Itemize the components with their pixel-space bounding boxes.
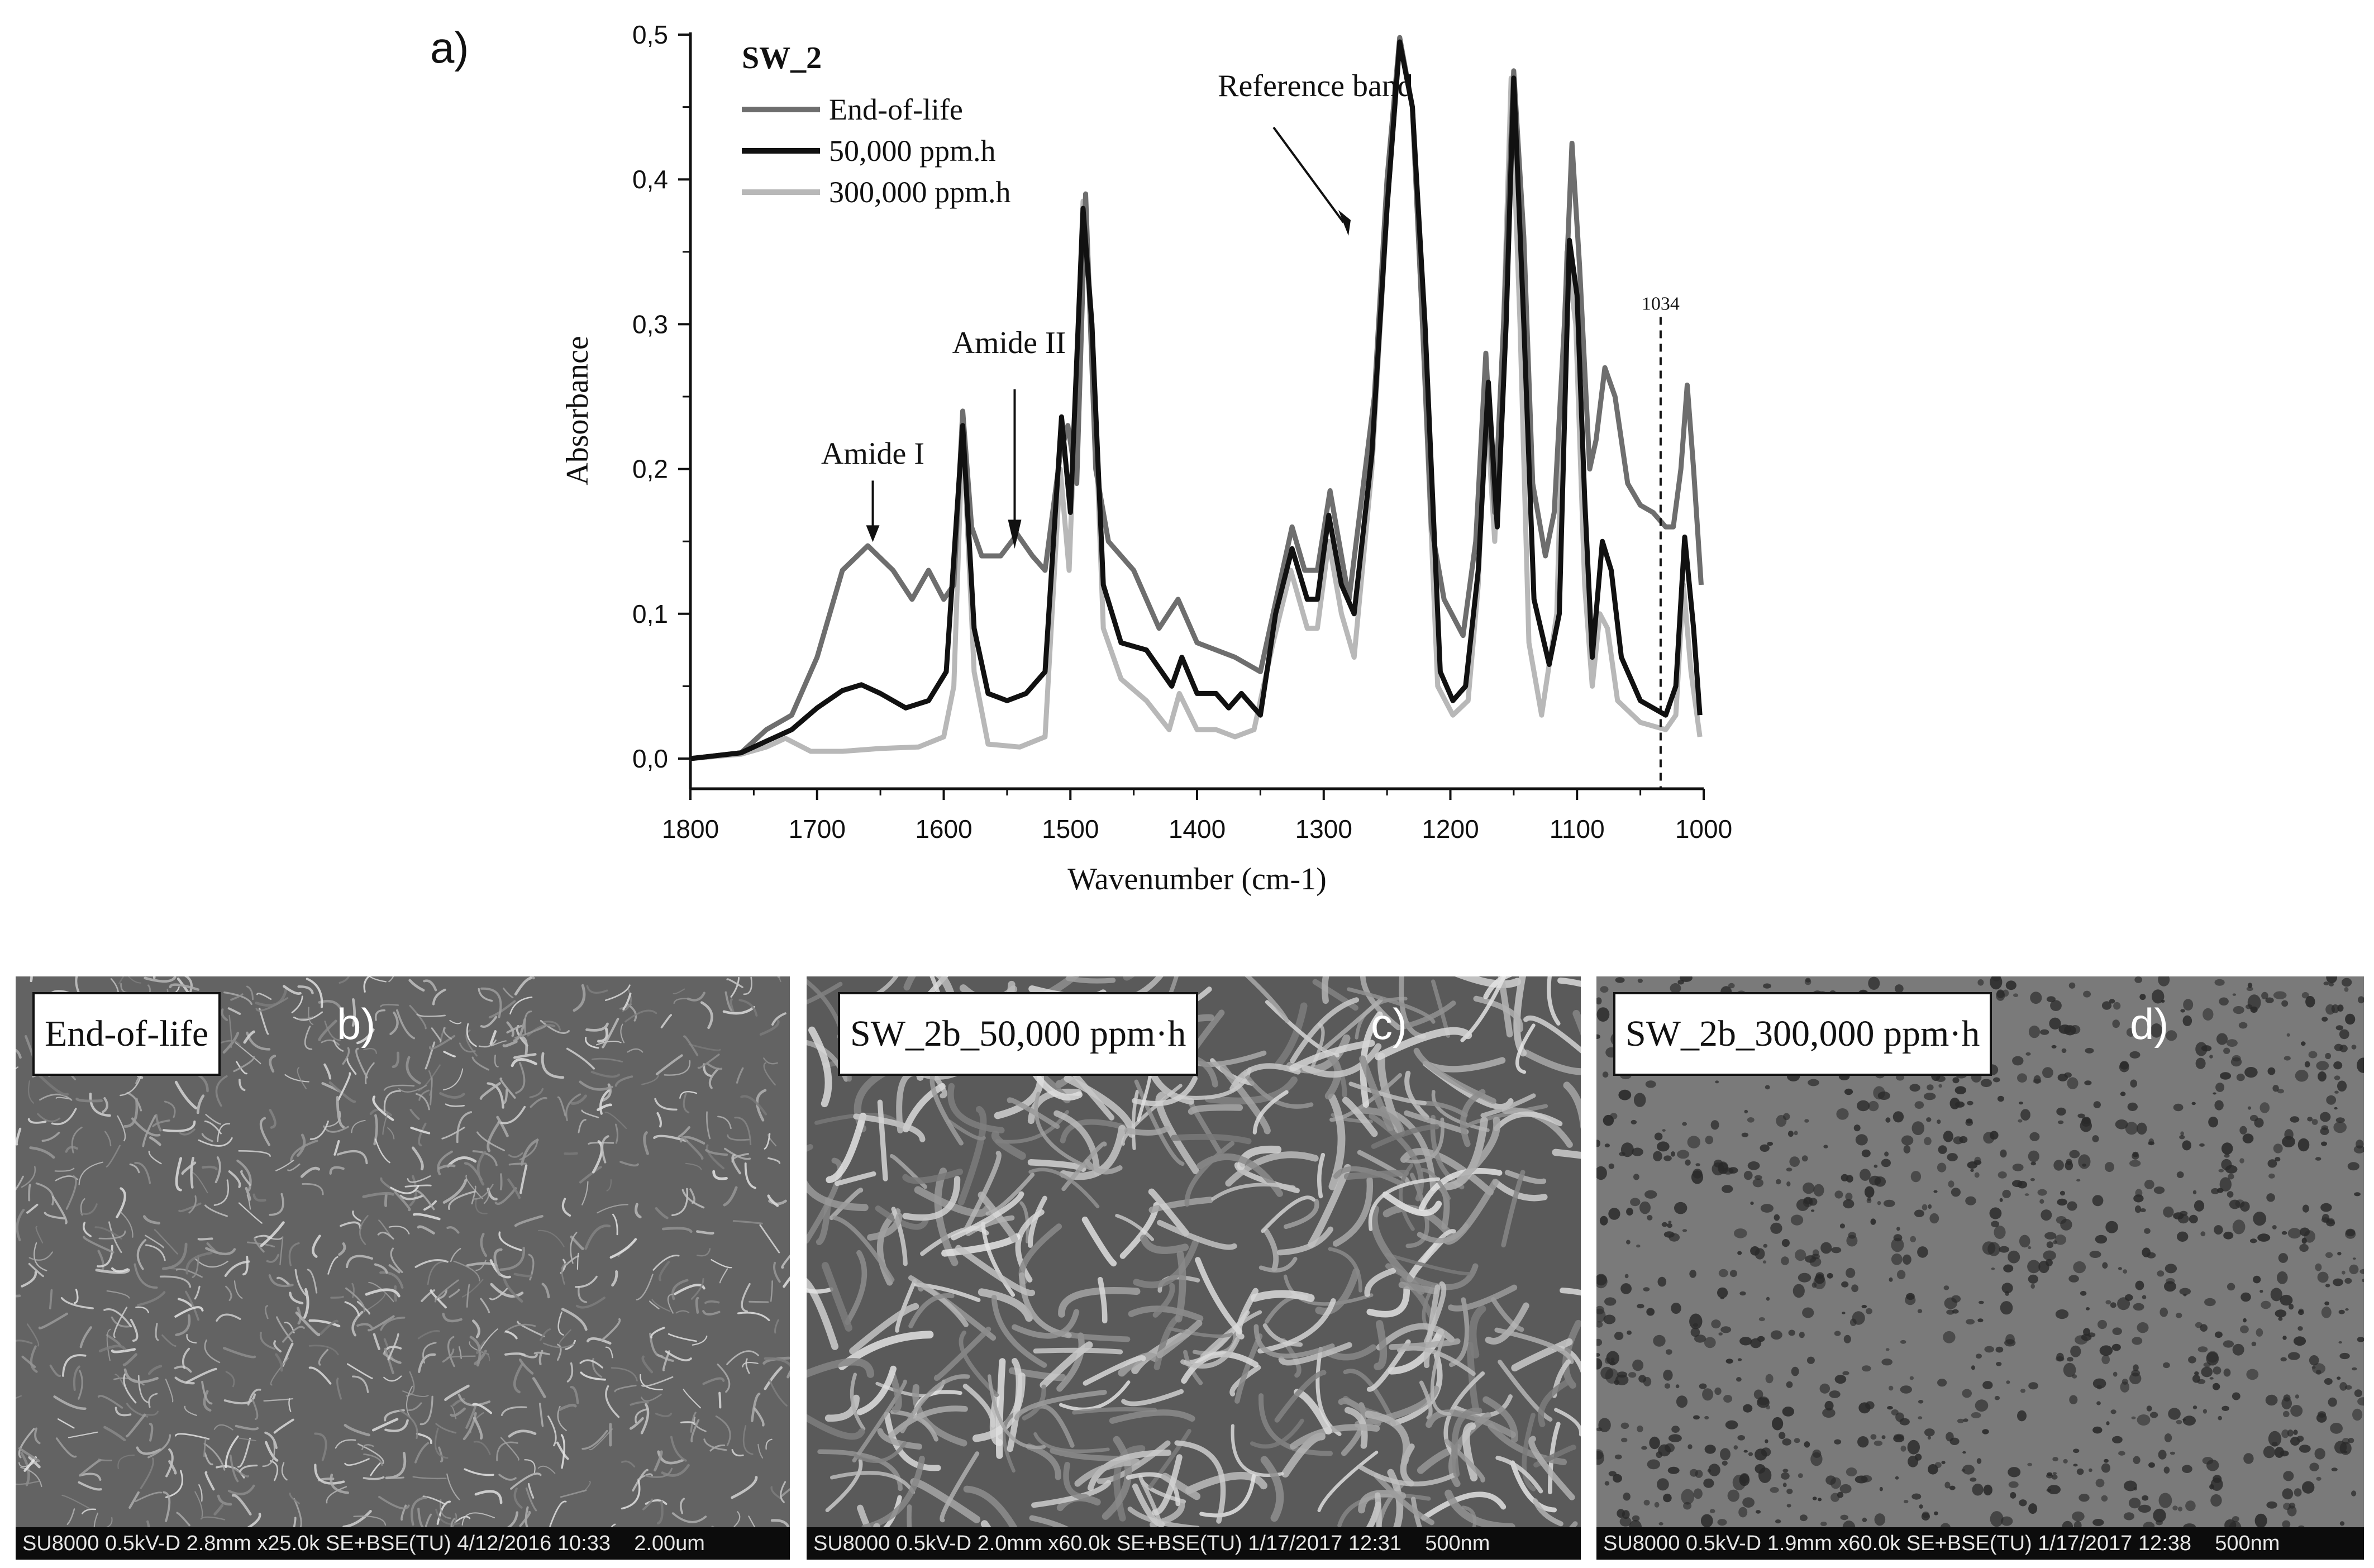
sem-label: SW_2b_50,000 ppm·h (838, 992, 1199, 1076)
annotation-amide-i: Amide I (821, 436, 924, 471)
sem-image-end-of-life: End-of-life b) SU8000 0.5kV-D 2.8mm x25.… (16, 976, 790, 1560)
legend: SW_2 End-of-life 50,000 ppm.h 300,000 ppm.… (742, 41, 1011, 209)
legend-label: End-of-life (829, 93, 963, 126)
annotation-amide-ii: Amide II (952, 326, 1066, 360)
x-axis-label: Wavenumber (cm-1) (1067, 862, 1327, 897)
x-tick-label: 1400 (1169, 814, 1226, 843)
legend-label: 300,000 ppm.h (829, 175, 1011, 209)
y-tick-label: 0,1 (632, 599, 668, 628)
ftir-chart: 1800 1700 1600 1500 1400 1300 1200 1100 1000 0,0… (560, 20, 1732, 897)
panel-letter: b) (337, 999, 376, 1048)
sem-image-300000: SW_2b_300,000 ppm·h d) SU8000 0.5kV-D 1.… (1596, 976, 2364, 1560)
y-tick-label: 0,3 (632, 309, 668, 339)
legend-label: 50,000 ppm.h (829, 134, 996, 168)
annotation-1034: 1034 (1642, 293, 1680, 314)
x-tick-label: 1200 (1422, 814, 1479, 843)
panel-a-label: a) (430, 23, 469, 72)
x-tick-label: 1300 (1295, 814, 1352, 843)
y-tick-label: 0,5 (632, 20, 668, 49)
y-tick-label: 0,4 (632, 165, 668, 194)
sem-image-50000: SW_2b_50,000 ppm·h c) SU8000 0.5kV-D 2.0… (807, 976, 1581, 1560)
sem-label: SW_2b_300,000 ppm·h (1613, 992, 1992, 1076)
panel-letter: d) (2130, 999, 2169, 1048)
x-tick-label: 1800 (662, 814, 719, 843)
annotation-reference-band: Reference band (1218, 69, 1413, 103)
series-line-1 (690, 39, 1703, 761)
sem-footer: SU8000 0.5kV-D 1.9mm x60.0k SE+BSE(TU) 1… (1596, 1527, 2364, 1560)
sem-label: End-of-life (32, 992, 221, 1076)
y-tick-label: 0,0 (632, 744, 668, 773)
x-tick-label: 1700 (789, 814, 846, 843)
y-tick-label: 0,2 (632, 455, 668, 484)
legend-title: SW_2 (742, 41, 822, 75)
x-tick-label: 1500 (1042, 814, 1099, 843)
x-tick-label: 1000 (1675, 814, 1732, 843)
y-axis-label: Absorbance (560, 336, 595, 485)
arrow-reference-band (1272, 126, 1345, 223)
arrow-head (1008, 520, 1022, 549)
sem-footer: SU8000 0.5kV-D 2.0mm x60.0k SE+BSE(TU) 1… (807, 1527, 1581, 1560)
panel-letter: c) (1371, 999, 1407, 1048)
arrow-head (1338, 210, 1351, 236)
sem-footer: SU8000 0.5kV-D 2.8mm x25.0k SE+BSE(TU) 4… (16, 1527, 790, 1560)
x-tick-label: 1600 (915, 814, 972, 843)
arrow-head (866, 525, 880, 542)
x-tick-label: 1100 (1550, 814, 1605, 843)
